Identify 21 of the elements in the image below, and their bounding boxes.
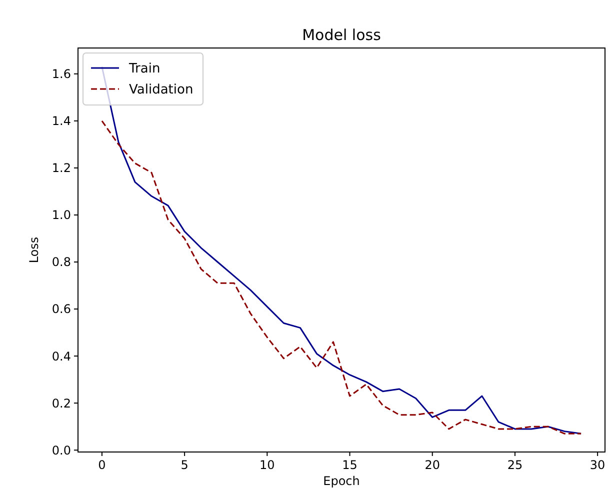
y-tick-label: 0.0 bbox=[52, 443, 71, 458]
y-tick-label: 1.6 bbox=[52, 67, 71, 82]
y-tick-label: 0.8 bbox=[52, 255, 71, 270]
x-tick-label: 30 bbox=[590, 458, 606, 472]
x-tick-label: 15 bbox=[342, 458, 358, 472]
y-tick-label: 0.2 bbox=[52, 396, 71, 410]
y-tick-label: 1.2 bbox=[52, 161, 71, 176]
x-tick-label: 20 bbox=[424, 458, 440, 472]
y-tick-label: 1.0 bbox=[52, 208, 71, 222]
legend-label: Validation bbox=[129, 82, 194, 98]
y-tick-label: 1.4 bbox=[52, 114, 71, 128]
y-tick-label: 0.6 bbox=[52, 302, 71, 316]
y-axis-title: Loss bbox=[27, 236, 41, 264]
x-axis-title: Epoch bbox=[323, 474, 360, 488]
y-tick-label: 0.4 bbox=[52, 349, 71, 364]
x-tick-label: 10 bbox=[260, 458, 275, 472]
x-tick-label: 25 bbox=[507, 458, 523, 472]
x-tick-label: 0 bbox=[98, 458, 106, 472]
legend-label: Train bbox=[128, 62, 160, 77]
x-tick-label: 5 bbox=[180, 458, 188, 472]
chart-title: Model loss bbox=[302, 26, 382, 44]
